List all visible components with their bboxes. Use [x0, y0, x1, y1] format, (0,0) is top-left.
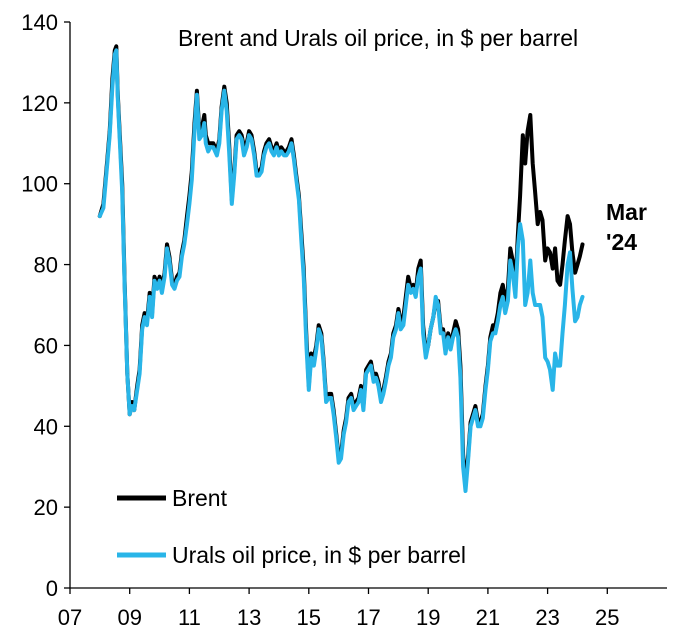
y-tick-label: 80 — [34, 253, 58, 278]
x-tick-label: 17 — [356, 605, 380, 630]
y-tick-label: 40 — [34, 414, 58, 439]
x-tick-label: 09 — [117, 605, 141, 630]
legend-label-urals: Urals oil price, in $ per barrel — [172, 542, 466, 568]
y-tick-label: 20 — [34, 495, 58, 520]
legend-label-brent: Brent — [172, 485, 228, 511]
x-tick-label: 21 — [476, 605, 500, 630]
x-tick-label: 25 — [595, 605, 619, 630]
x-tick-label: 07 — [58, 605, 82, 630]
y-tick-label: 0 — [46, 576, 58, 601]
x-tick-label: 15 — [297, 605, 321, 630]
annotation-line: Mar — [606, 199, 647, 225]
y-tick-label: 60 — [34, 333, 58, 358]
series-layer — [97, 44, 585, 493]
x-tick-label: 19 — [416, 605, 440, 630]
legend: Brent Urals oil price, in $ per barrel — [117, 485, 466, 568]
x-tick-label: 11 — [178, 605, 201, 630]
annotation: Mar '24 — [606, 199, 647, 255]
axes: 0 20 40 60 80 100 120 140 07 09 11 13 15 17 19 21 23 25 — [21, 10, 667, 630]
chart-title: Brent and Urals oil price, in $ per barr… — [178, 25, 578, 51]
y-tick-label: 120 — [21, 91, 58, 116]
y-tick-label: 100 — [21, 172, 58, 197]
series-line-urals — [97, 48, 585, 493]
y-tick-label: 140 — [21, 10, 58, 35]
annotation-line: '24 — [606, 229, 637, 255]
x-tick-label: 13 — [237, 605, 261, 630]
x-tick-label: 23 — [535, 605, 559, 630]
